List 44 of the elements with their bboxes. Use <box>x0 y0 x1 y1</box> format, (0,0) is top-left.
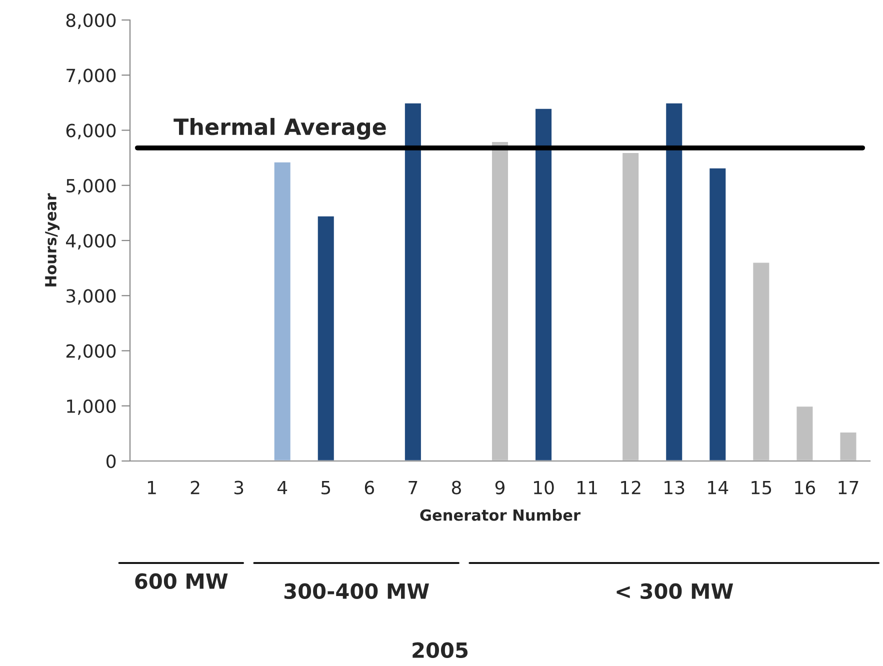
x-tick-label: 12 <box>621 480 640 494</box>
x-tick-label: 11 <box>578 481 597 494</box>
bar <box>272 160 292 461</box>
y-tick-label: 8,000 <box>66 13 116 29</box>
x-tick-label: 15 <box>752 481 772 494</box>
bar <box>708 167 728 461</box>
y-tick-label: 0 <box>106 454 116 468</box>
y-tick-label: 1,000 <box>67 399 116 415</box>
y-tick-label: 6,000 <box>66 124 116 140</box>
text: 600 MW <box>135 573 228 590</box>
bar <box>404 102 422 461</box>
bar <box>490 140 510 461</box>
text: 300-400 MW <box>284 583 429 600</box>
x-tick-label: 16 <box>795 480 816 494</box>
text: 2005 <box>412 642 468 658</box>
x-tick-label: 9 <box>495 480 504 494</box>
y-tick-label: 2,000 <box>66 344 116 360</box>
bar <box>621 152 640 461</box>
x-tick-label: 2 <box>190 480 200 494</box>
bar <box>664 102 684 461</box>
y-tick-label: 4,000 <box>66 234 116 250</box>
x-tick-label: 6 <box>364 480 374 494</box>
x-tick-label: 3 <box>234 480 244 494</box>
x-axis-title: Generator Number <box>420 509 580 521</box>
x-tick-label: 4 <box>277 481 288 494</box>
x-tick-label: 17 <box>838 481 858 494</box>
x-tick-label: 1 <box>148 481 156 494</box>
text: < 300 MW <box>616 583 734 600</box>
bar <box>752 261 771 461</box>
x-tick-label: 10 <box>534 480 554 494</box>
bar <box>838 431 858 461</box>
bar <box>534 108 553 461</box>
x-tick-label: 7 <box>408 481 418 494</box>
y-axis-title: Hours/year <box>45 193 60 286</box>
y-tick-label: 5,000 <box>66 178 116 194</box>
bar <box>795 405 814 461</box>
x-tick-label: 13 <box>664 480 684 494</box>
y-tick-label: 3,000 <box>66 289 116 305</box>
x-tick-label: 14 <box>708 481 728 494</box>
x-tick-label: 5 <box>322 481 330 494</box>
y-tick-label: 7,000 <box>66 68 116 84</box>
ref-line-label: Thermal Average <box>174 118 386 140</box>
x-tick-label: 8 <box>452 480 461 494</box>
bar <box>316 215 336 461</box>
